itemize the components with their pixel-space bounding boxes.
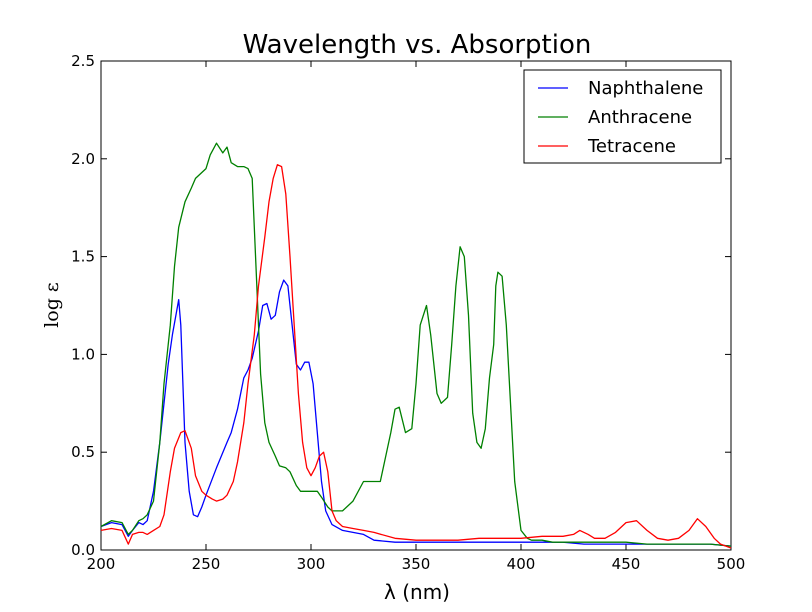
legend: Naphthalene Anthracene Tetracene — [523, 69, 722, 164]
y-tick-label: 1.0 — [71, 345, 95, 363]
y-tick-label: 1.5 — [71, 248, 95, 266]
series-lines — [100, 142, 732, 549]
x-tick-label: 400 — [507, 555, 536, 573]
series-line-tetracene — [100, 164, 732, 549]
y-tick-label: 0.5 — [71, 443, 95, 461]
chart-title: Wavelength vs. Absorption — [243, 30, 592, 60]
legend-label-anthracene: Anthracene — [588, 107, 692, 128]
series-line-anthracene — [100, 142, 732, 547]
y-tick-label: 2.0 — [71, 150, 95, 168]
x-tick-label: 500 — [717, 555, 746, 573]
series-line-naphthalene — [100, 279, 732, 547]
x-axis-label: λ (nm) — [384, 580, 450, 604]
y-tick-label: 0.0 — [71, 541, 95, 559]
y-axis-label: log ε — [41, 282, 63, 328]
x-tick-label: 200 — [87, 555, 116, 573]
x-tick-label: 450 — [612, 555, 641, 573]
y-tick-label: 2.5 — [71, 52, 95, 70]
x-tick-label: 250 — [192, 555, 221, 573]
x-tick-label: 300 — [297, 555, 326, 573]
axis-ticks: 200 250 300 350 400 450 500 0.0 0.5 1.0 1.5 2.0 2.5 — [71, 52, 745, 573]
legend-label-tetracene: Tetracene — [587, 136, 676, 157]
legend-label-naphthalene: Naphthalene — [588, 78, 703, 99]
x-tick-label: 350 — [402, 555, 431, 573]
